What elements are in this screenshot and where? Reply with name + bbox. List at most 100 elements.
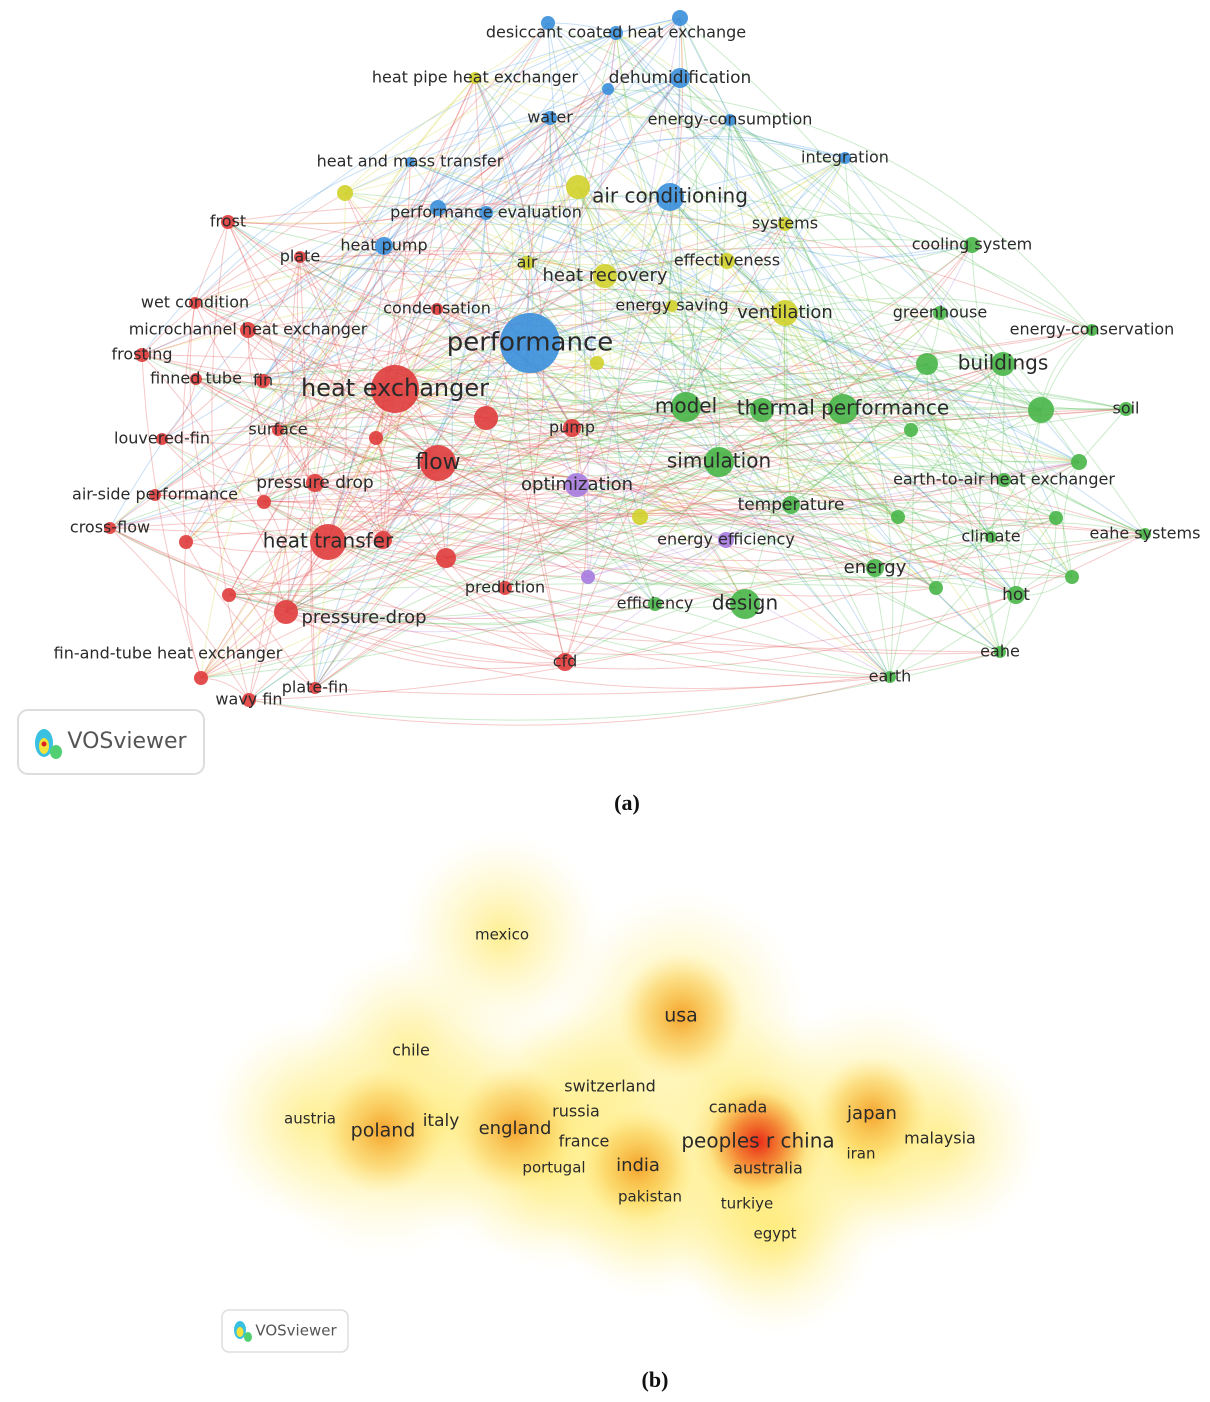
edge bbox=[1063, 461, 1080, 578]
edge bbox=[248, 363, 928, 701]
density bbox=[815, 1057, 929, 1171]
edge bbox=[375, 409, 1042, 442]
edge bbox=[194, 32, 617, 304]
edge bbox=[790, 363, 1004, 506]
edge bbox=[504, 157, 846, 589]
node-label: air conditioning bbox=[592, 184, 748, 208]
edge bbox=[504, 17, 683, 589]
edge bbox=[549, 117, 602, 364]
node-label: frost bbox=[210, 212, 246, 231]
edge bbox=[526, 262, 1001, 653]
edge bbox=[141, 88, 609, 356]
edge bbox=[526, 157, 846, 264]
edge bbox=[109, 512, 1146, 535]
node bbox=[369, 431, 383, 445]
node bbox=[1071, 454, 1087, 470]
country-label: iran bbox=[846, 1145, 875, 1163]
edge bbox=[576, 77, 681, 486]
country-label: canada bbox=[709, 1098, 768, 1117]
edge bbox=[474, 17, 681, 79]
edge bbox=[679, 77, 894, 678]
edge bbox=[571, 427, 1073, 578]
edge bbox=[247, 329, 439, 464]
edge bbox=[195, 256, 301, 380]
edge bbox=[615, 32, 844, 410]
node bbox=[436, 548, 456, 568]
edge bbox=[485, 329, 1093, 419]
edge bbox=[277, 429, 384, 541]
edge bbox=[314, 363, 1004, 500]
edge bbox=[141, 354, 1146, 535]
edge bbox=[141, 117, 551, 356]
node bbox=[632, 509, 648, 525]
edge bbox=[285, 461, 720, 613]
edge bbox=[375, 437, 1080, 493]
edge bbox=[314, 484, 578, 689]
node bbox=[420, 445, 456, 481]
edge bbox=[437, 207, 1080, 463]
edge bbox=[375, 223, 786, 439]
logo-a: VOSviewer bbox=[17, 709, 205, 775]
edge bbox=[437, 462, 792, 528]
edge bbox=[263, 238, 973, 503]
edge bbox=[485, 88, 609, 214]
edge bbox=[195, 378, 792, 512]
edge bbox=[327, 245, 385, 543]
edge bbox=[784, 213, 973, 246]
node bbox=[593, 264, 617, 288]
edge bbox=[504, 409, 763, 589]
edge bbox=[564, 461, 720, 663]
edge bbox=[616, 196, 671, 605]
node-label: wet condition bbox=[141, 293, 249, 312]
edge bbox=[926, 363, 1017, 596]
edge bbox=[504, 462, 1005, 589]
node bbox=[190, 373, 202, 385]
edge bbox=[200, 305, 673, 679]
edge bbox=[314, 117, 551, 484]
edge bbox=[200, 427, 573, 679]
edge bbox=[485, 417, 510, 589]
edge bbox=[382, 389, 1127, 541]
edge bbox=[277, 119, 731, 431]
edge bbox=[669, 196, 1042, 411]
edge bbox=[327, 541, 891, 678]
node bbox=[272, 424, 284, 436]
edge bbox=[639, 516, 746, 605]
edge bbox=[718, 119, 731, 463]
node-label: wavy fin bbox=[215, 690, 282, 709]
edge bbox=[195, 378, 641, 518]
edge bbox=[436, 308, 727, 541]
edge bbox=[671, 157, 846, 307]
node-label: systems bbox=[752, 214, 818, 233]
nodes: desiccant coated heat exchange heat pipe … bbox=[54, 10, 1200, 709]
edge bbox=[263, 308, 438, 503]
node bbox=[371, 365, 419, 413]
edge bbox=[161, 438, 316, 484]
edge bbox=[718, 461, 1017, 596]
node bbox=[933, 306, 947, 320]
country-label: japan bbox=[846, 1103, 897, 1124]
node-label: ventilation bbox=[737, 302, 833, 323]
node-label: heat pump bbox=[340, 236, 427, 255]
edge bbox=[445, 244, 973, 559]
edge bbox=[604, 275, 746, 605]
node bbox=[719, 253, 735, 269]
edge bbox=[761, 409, 891, 678]
edge bbox=[299, 256, 589, 578]
edge bbox=[669, 196, 1042, 411]
edge bbox=[576, 305, 673, 486]
node bbox=[520, 256, 534, 270]
edge bbox=[615, 32, 891, 678]
node bbox=[310, 524, 346, 560]
edge bbox=[277, 397, 899, 518]
edge bbox=[195, 378, 1080, 506]
country-label: peoples r china bbox=[681, 1129, 834, 1153]
edge bbox=[607, 88, 1080, 463]
edge bbox=[990, 363, 1005, 538]
country-label: malaysia bbox=[904, 1129, 976, 1148]
edge bbox=[263, 501, 891, 678]
edge bbox=[161, 256, 301, 440]
edge bbox=[485, 212, 876, 569]
edge bbox=[576, 484, 1146, 547]
edge bbox=[485, 88, 609, 214]
